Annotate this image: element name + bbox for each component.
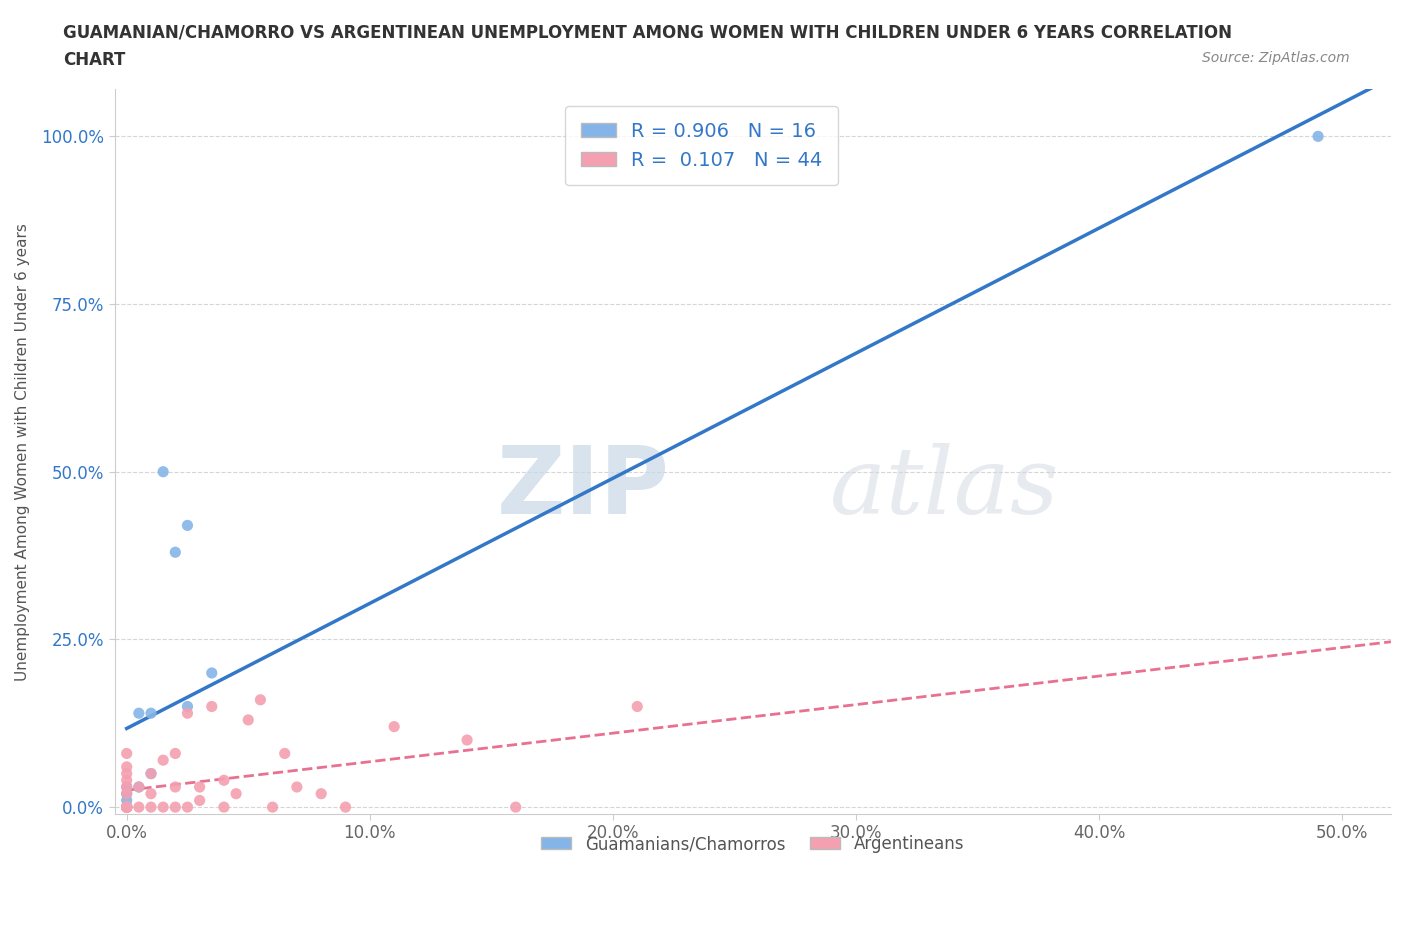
Point bbox=[274, 746, 297, 761]
Point bbox=[115, 800, 138, 815]
Point bbox=[115, 786, 138, 801]
Point bbox=[152, 464, 174, 479]
Point bbox=[176, 699, 198, 714]
Point bbox=[201, 666, 224, 681]
Point bbox=[139, 766, 162, 781]
Text: CHART: CHART bbox=[63, 51, 125, 69]
Point bbox=[212, 773, 235, 788]
Point bbox=[456, 733, 478, 748]
Point bbox=[335, 800, 357, 815]
Point bbox=[309, 786, 332, 801]
Text: GUAMANIAN/CHAMORRO VS ARGENTINEAN UNEMPLOYMENT AMONG WOMEN WITH CHILDREN UNDER 6: GUAMANIAN/CHAMORRO VS ARGENTINEAN UNEMPL… bbox=[63, 23, 1232, 41]
Point bbox=[115, 760, 138, 775]
Point bbox=[139, 706, 162, 721]
Point bbox=[115, 800, 138, 815]
Point bbox=[115, 779, 138, 794]
Text: ZIP: ZIP bbox=[496, 442, 669, 534]
Point bbox=[115, 773, 138, 788]
Point bbox=[188, 779, 211, 794]
Y-axis label: Unemployment Among Women with Children Under 6 years: Unemployment Among Women with Children U… bbox=[15, 222, 30, 681]
Text: Source: ZipAtlas.com: Source: ZipAtlas.com bbox=[1202, 51, 1350, 65]
Point bbox=[225, 786, 247, 801]
Point bbox=[115, 800, 138, 815]
Point bbox=[165, 800, 187, 815]
Point bbox=[165, 746, 187, 761]
Point bbox=[176, 800, 198, 815]
Point bbox=[188, 793, 211, 808]
Point bbox=[115, 800, 138, 815]
Point bbox=[176, 706, 198, 721]
Point bbox=[505, 800, 527, 815]
Point bbox=[285, 779, 308, 794]
Point bbox=[212, 800, 235, 815]
Point bbox=[115, 786, 138, 801]
Point bbox=[139, 800, 162, 815]
Point bbox=[152, 752, 174, 767]
Point bbox=[115, 800, 138, 815]
Point bbox=[115, 800, 138, 815]
Point bbox=[201, 699, 224, 714]
Point bbox=[128, 800, 150, 815]
Point bbox=[115, 800, 138, 815]
Point bbox=[262, 800, 284, 815]
Point bbox=[176, 518, 198, 533]
Point bbox=[249, 692, 271, 707]
Point bbox=[382, 719, 405, 734]
Point bbox=[139, 766, 162, 781]
Point bbox=[128, 779, 150, 794]
Text: atlas: atlas bbox=[830, 443, 1059, 533]
Point bbox=[115, 800, 138, 815]
Point bbox=[1306, 129, 1329, 144]
Point bbox=[165, 545, 187, 560]
Point bbox=[152, 800, 174, 815]
Point bbox=[238, 712, 260, 727]
Point bbox=[115, 779, 138, 794]
Point bbox=[115, 746, 138, 761]
Point bbox=[128, 779, 150, 794]
Point bbox=[139, 786, 162, 801]
Point bbox=[115, 793, 138, 808]
Point bbox=[115, 800, 138, 815]
Point bbox=[115, 766, 138, 781]
Point bbox=[165, 779, 187, 794]
Point bbox=[115, 800, 138, 815]
Point bbox=[128, 706, 150, 721]
Point bbox=[115, 800, 138, 815]
Point bbox=[115, 800, 138, 815]
Point bbox=[626, 699, 648, 714]
Legend: Guamanians/Chamorros, Argentineans: Guamanians/Chamorros, Argentineans bbox=[534, 829, 970, 860]
